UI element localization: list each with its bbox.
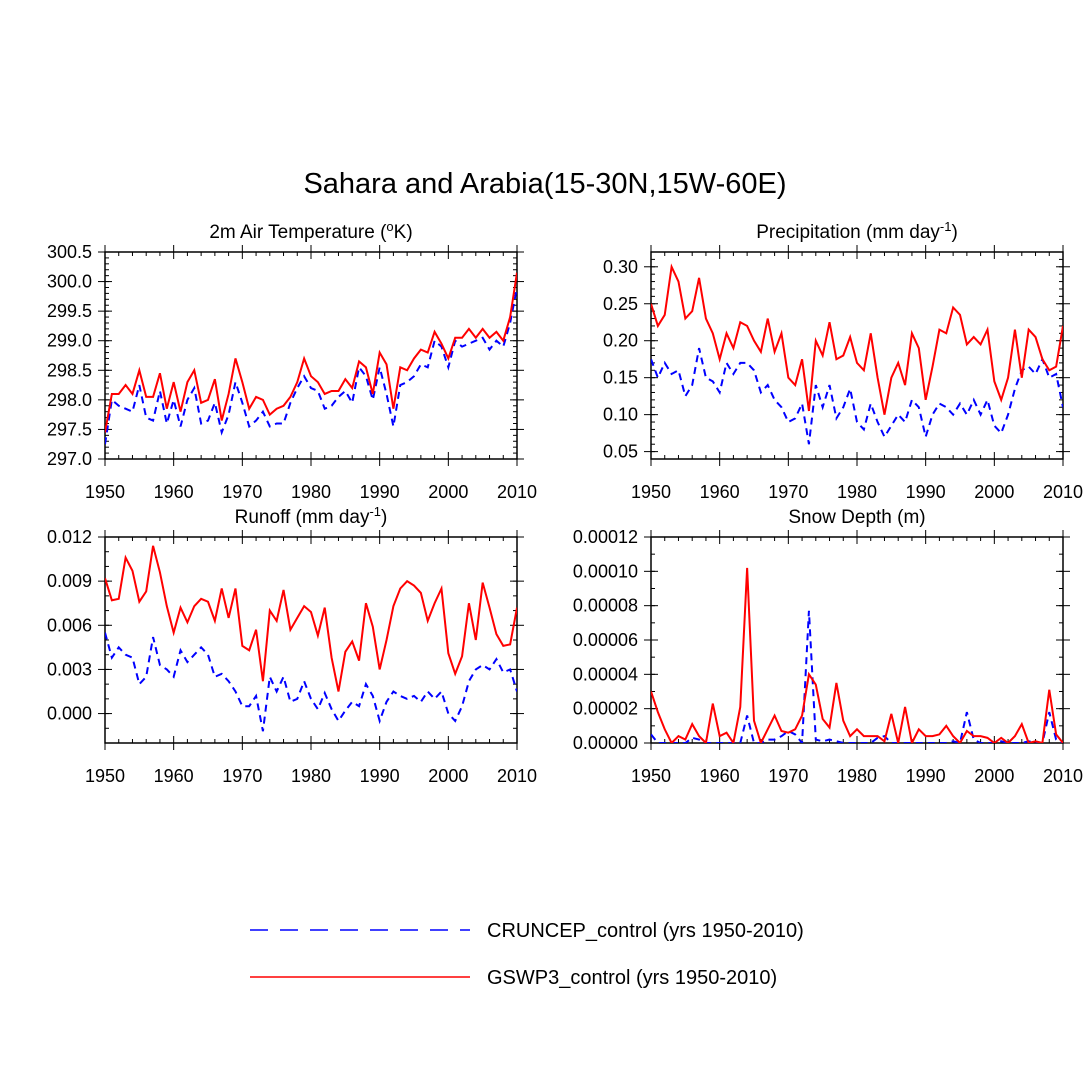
x-tick-label: 2000 xyxy=(974,482,1014,502)
y-tick-label: 0.000 xyxy=(47,704,92,724)
y-tick-label: 0.009 xyxy=(47,571,92,591)
y-tick-label: 0.15 xyxy=(603,368,638,388)
y-tick-label: 300.0 xyxy=(47,272,92,292)
plot-frame xyxy=(650,536,1064,744)
x-tick-label: 2010 xyxy=(497,766,537,786)
y-tick-label: 0.012 xyxy=(47,527,92,547)
series-gswp3 xyxy=(105,545,517,692)
x-tick-label: 1960 xyxy=(700,482,740,502)
y-tick-label: 299.5 xyxy=(47,301,92,321)
x-tick-label: 2010 xyxy=(1043,766,1083,786)
x-tick-label: 1970 xyxy=(768,766,808,786)
y-tick-label: 0.00008 xyxy=(573,596,638,616)
y-tick-label: 0.00000 xyxy=(573,733,638,753)
y-tick-label: 0.003 xyxy=(47,659,92,679)
x-tick-label: 1950 xyxy=(85,482,125,502)
y-tick-label: 297.0 xyxy=(47,449,92,469)
y-tick-label: 299.0 xyxy=(47,331,92,351)
x-tick-label: 2010 xyxy=(497,482,537,502)
legend-label-cruncep: CRUNCEP_control (yrs 1950-2010) xyxy=(487,920,804,942)
x-tick-label: 1960 xyxy=(154,766,194,786)
x-tick-label: 1980 xyxy=(291,482,331,502)
x-tick-label: 1960 xyxy=(154,482,194,502)
y-tick-label: 298.0 xyxy=(47,390,92,410)
legend-label-gswp3: GSWP3_control (yrs 1950-2010) xyxy=(487,967,777,989)
panel-title: Snow Depth (m) xyxy=(788,507,925,528)
x-tick-label: 1970 xyxy=(222,766,262,786)
series-cruncep xyxy=(105,287,517,445)
panels: 2m Air Temperature (oK) 1950 1960 1970 1980 1… xyxy=(47,219,1083,787)
plot-frame xyxy=(104,251,518,460)
y-tick-label: 0.006 xyxy=(47,615,92,635)
main-title: Sahara and Arabia(15-30N,15W-60E) xyxy=(303,168,786,200)
x-tick-label: 2000 xyxy=(428,482,468,502)
panel-title: 2m Air Temperature (oK) xyxy=(209,219,412,244)
y-tick-label: 297.5 xyxy=(47,419,92,439)
series-cruncep xyxy=(105,632,517,732)
x-tick-label: 1990 xyxy=(360,766,400,786)
x-tick-label: 1990 xyxy=(360,482,400,502)
x-tick-label: 1990 xyxy=(906,766,946,786)
x-tick-label: 1980 xyxy=(837,482,877,502)
plot-frame xyxy=(104,536,518,744)
series-gswp3 xyxy=(651,263,1063,415)
panel-precipitation: Precipitation (mm day-1) 1950 1960 1970 1980… xyxy=(603,219,1083,503)
panel-temperature: 2m Air Temperature (oK) 1950 1960 1970 1980 1… xyxy=(47,219,537,503)
y-tick-label: 0.05 xyxy=(603,442,638,462)
series-cruncep xyxy=(651,610,1063,743)
panel-snow-depth: Snow Depth (m) 1950 1960 1970 1980 1990 2000 20… xyxy=(573,507,1083,786)
x-tick-label: 1960 xyxy=(700,766,740,786)
y-tick-label: 0.20 xyxy=(603,331,638,351)
x-tick-label: 1980 xyxy=(291,766,331,786)
y-tick-label: 0.10 xyxy=(603,405,638,425)
y-tick-label: 300.5 xyxy=(47,242,92,262)
x-tick-label: 1950 xyxy=(631,482,671,502)
y-tick-label: 0.00004 xyxy=(573,664,638,684)
y-tick-label: 0.30 xyxy=(603,257,638,277)
y-tick-label: 0.00006 xyxy=(573,630,638,650)
panel-title: Precipitation (mm day-1) xyxy=(756,219,958,244)
y-tick-label: 0.25 xyxy=(603,294,638,314)
x-tick-label: 1950 xyxy=(631,766,671,786)
panel-title: Runoff (mm day-1) xyxy=(235,504,388,529)
x-tick-label: 1970 xyxy=(768,482,808,502)
series-gswp3 xyxy=(651,567,1063,743)
x-tick-label: 2010 xyxy=(1043,482,1083,502)
y-tick-label: 0.00012 xyxy=(573,527,638,547)
y-tick-label: 0.00010 xyxy=(573,561,638,581)
y-tick-label: 298.5 xyxy=(47,360,92,380)
plot-frame xyxy=(650,251,1064,460)
series-cruncep xyxy=(651,347,1063,445)
x-tick-label: 1980 xyxy=(837,766,877,786)
series-gswp3 xyxy=(105,272,517,433)
x-tick-label: 2000 xyxy=(974,766,1014,786)
legend: CRUNCEP_control (yrs 1950-2010) GSWP3_co… xyxy=(250,920,804,989)
x-tick-label: 1970 xyxy=(222,482,262,502)
x-tick-label: 2000 xyxy=(428,766,468,786)
panel-runoff: Runoff (mm day-1) 1950 1960 1970 1980 1990 200… xyxy=(47,504,537,787)
y-tick-label: 0.00002 xyxy=(573,699,638,719)
x-tick-label: 1990 xyxy=(906,482,946,502)
x-tick-label: 1950 xyxy=(85,766,125,786)
